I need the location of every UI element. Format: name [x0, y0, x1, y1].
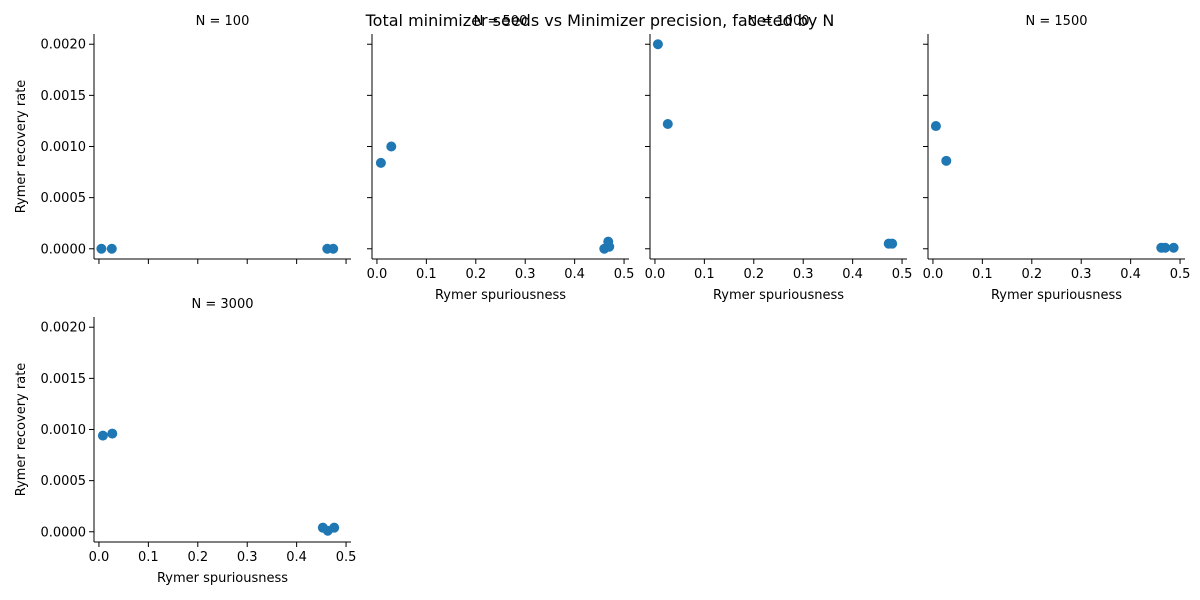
- x-axis-label: Rymer spuriousness: [991, 288, 1122, 303]
- data-point: [662, 119, 673, 129]
- x-tick-label: 0.3: [237, 550, 258, 565]
- facet-title: N = 1000: [748, 14, 810, 29]
- x-tick-label: 0.2: [187, 550, 208, 565]
- data-point: [887, 238, 898, 249]
- y-tick-label: 0.0015: [41, 89, 87, 104]
- x-tick-label: 0.0: [89, 550, 110, 565]
- x-tick-label: 0.2: [743, 267, 764, 282]
- x-tick-label: 0.4: [564, 267, 585, 282]
- data-point: [375, 157, 386, 168]
- x-tick-label: 0.1: [138, 550, 159, 565]
- data-point: [107, 428, 118, 439]
- data-point: [329, 522, 340, 533]
- facet-title: N = 100: [196, 14, 250, 29]
- facet-panel-2: N = 500 0.0 0.1 0.2 0.3 0.4 0.5 Rymer spuriousn…: [367, 14, 635, 303]
- x-tick-label: 0.1: [972, 267, 993, 282]
- y-tick-label: 0.0010: [41, 140, 87, 155]
- data-point: [652, 39, 663, 50]
- x-tick-label: 0.3: [793, 267, 814, 282]
- y-tick-label: 0.0005: [41, 191, 87, 206]
- x-tick-label: 0.4: [1120, 267, 1141, 282]
- y-tick-label: 0.0005: [41, 474, 87, 489]
- facet-panel-1: N = 100 0.0000 0.0005 0.0010 0.0015 0.0020 Rym…: [14, 14, 351, 264]
- y-tick-label: 0.0010: [41, 423, 87, 438]
- figure-suptitle: Total minimizer seeds vs Minimizer preci…: [365, 11, 835, 30]
- x-tick-label: 0.5: [336, 550, 357, 565]
- y-axis-label: Rymer recovery rate: [14, 363, 29, 497]
- x-tick-label: 0.3: [515, 267, 536, 282]
- x-tick-label: 0.2: [1021, 267, 1042, 282]
- x-tick-label: 0.3: [1071, 267, 1092, 282]
- x-tick-label: 0.5: [614, 267, 635, 282]
- data-point: [1160, 242, 1171, 253]
- x-tick-label: 0.1: [416, 267, 437, 282]
- x-tick-label: 0.0: [645, 267, 666, 282]
- x-axis-label: Rymer spuriousness: [713, 288, 844, 303]
- x-tick-label: 0.0: [367, 267, 388, 282]
- x-tick-label: 0.1: [694, 267, 715, 282]
- x-tick-label: 0.4: [286, 550, 307, 565]
- y-tick-label: 0.0015: [41, 372, 87, 387]
- x-tick-label: 0.4: [842, 267, 863, 282]
- data-point: [930, 121, 941, 132]
- x-axis-label: Rymer spuriousness: [435, 288, 566, 303]
- y-tick-label: 0.0020: [41, 321, 87, 336]
- facet-title: N = 3000: [192, 297, 254, 312]
- data-point: [604, 241, 615, 252]
- facet-panel-4: N = 1500 0.0 0.1 0.2 0.3 0.4 0.5 Rymer spurious…: [923, 14, 1191, 303]
- data-point: [97, 430, 108, 441]
- data-point: [328, 243, 339, 254]
- data-point: [106, 243, 117, 254]
- x-tick-label: 0.0: [923, 267, 944, 282]
- y-tick-label: 0.0000: [41, 525, 87, 540]
- data-point: [1168, 242, 1179, 253]
- data-point: [96, 243, 107, 254]
- x-tick-label: 0.5: [892, 267, 913, 282]
- data-point: [386, 141, 397, 152]
- x-tick-label: 0.5: [1170, 267, 1191, 282]
- facet-panel-3: N = 1000 0.0 0.1 0.2 0.3 0.4 0.5 Rymer spurious…: [645, 14, 913, 303]
- y-tick-label: 0.0020: [41, 38, 87, 53]
- facet-title: N = 1500: [1026, 14, 1088, 29]
- x-tick-label: 0.2: [465, 267, 486, 282]
- data-point: [941, 155, 952, 166]
- y-axis-label: Rymer recovery rate: [14, 80, 29, 214]
- y-tick-label: 0.0000: [41, 242, 87, 257]
- facet-title: N = 500: [474, 14, 528, 29]
- facet-panel-5: N = 3000 0.0 0.1 0.2 0.3 0.4 0.5 0.0000 0.0005 0.…: [14, 297, 356, 586]
- x-axis-label: Rymer spuriousness: [157, 571, 288, 586]
